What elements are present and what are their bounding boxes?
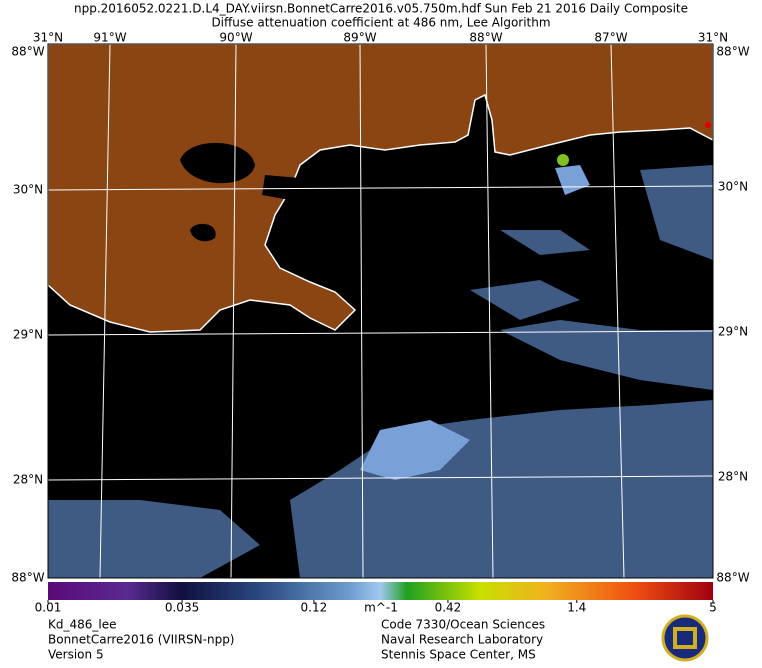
meridian bbox=[359, 43, 364, 579]
colorbar-tick-label: 0.12 bbox=[301, 601, 328, 615]
lat-label: 29°N bbox=[718, 325, 748, 339]
lat-label: 28°N bbox=[13, 473, 43, 487]
colorbar-unit: m^-1 bbox=[364, 601, 398, 615]
footer-right: Stennis Space Center, MS bbox=[381, 648, 536, 662]
lat-label: 28°N bbox=[718, 470, 748, 484]
green-patch bbox=[557, 154, 569, 166]
colorbar bbox=[48, 582, 713, 600]
corner-label: 31°N bbox=[698, 31, 728, 45]
corner-label: 88°W bbox=[11, 571, 44, 585]
lat-label: 30°N bbox=[718, 180, 748, 194]
corner-label: 31°N bbox=[33, 31, 63, 45]
parallel bbox=[47, 185, 714, 191]
parallel bbox=[47, 475, 714, 481]
header-line2: Diffuse attenuation coefficient at 486 n… bbox=[211, 16, 550, 30]
parallel bbox=[47, 330, 714, 336]
lat-label: 30°N bbox=[13, 183, 43, 197]
colorbar-tick-label: 5 bbox=[709, 601, 717, 615]
light-water bbox=[360, 165, 590, 480]
corner-label: 88°W bbox=[716, 571, 749, 585]
meridian bbox=[99, 43, 111, 579]
meridian bbox=[230, 43, 237, 579]
footer-right: Naval Research Laboratory bbox=[381, 633, 543, 647]
lon-label: 89°W bbox=[343, 31, 376, 45]
lon-label: 87°W bbox=[594, 31, 627, 45]
lon-label: 91°W bbox=[93, 31, 126, 45]
water-patches bbox=[48, 165, 713, 578]
colorbar-tick-label: 1.4 bbox=[567, 601, 586, 615]
footer-right: Code 7330/Ocean Sciences bbox=[381, 618, 545, 632]
lakes bbox=[180, 118, 492, 242]
corner-label: 88°W bbox=[11, 45, 44, 59]
header-line1: npp.2016052.0221.D.L4_DAY.viirsn.BonnetC… bbox=[74, 2, 688, 16]
logo bbox=[661, 614, 709, 662]
footer-left: Kd_486_lee bbox=[48, 618, 117, 632]
colorbar-tick-label: 0.42 bbox=[435, 601, 462, 615]
colorbar-tick-label: 0.035 bbox=[165, 601, 199, 615]
lon-label: 90°W bbox=[219, 31, 252, 45]
map bbox=[47, 43, 714, 579]
corner-label: 88°W bbox=[716, 45, 749, 59]
meridian bbox=[610, 43, 625, 579]
lat-label: 29°N bbox=[13, 328, 43, 342]
land bbox=[47, 43, 714, 333]
footer-left: Version 5 bbox=[48, 648, 104, 662]
map-frame bbox=[47, 43, 714, 579]
footer-left: BonnetCarre2016 (VIIRSN-npp) bbox=[48, 633, 235, 647]
red-patch bbox=[705, 122, 711, 128]
meridian bbox=[485, 43, 494, 579]
graticule bbox=[47, 43, 714, 579]
colorbar-tick-label: 0.01 bbox=[35, 601, 62, 615]
lon-label: 88°W bbox=[469, 31, 502, 45]
